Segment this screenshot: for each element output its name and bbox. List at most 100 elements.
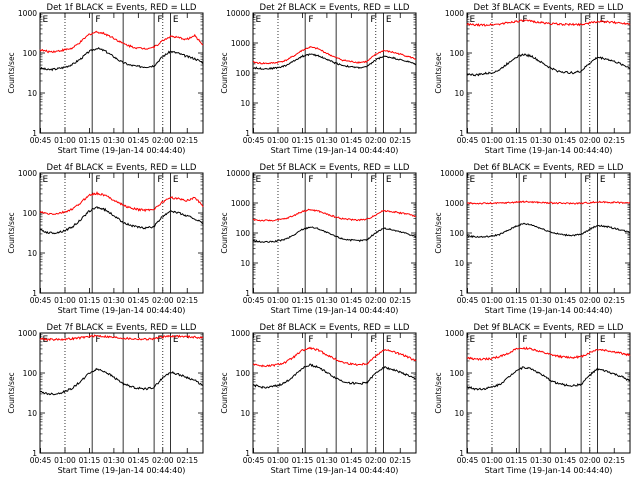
y-tick-label: 100 (23, 209, 38, 218)
x-tick-label: 01:45 (555, 296, 577, 305)
panel-title: Det 8f BLACK = Events, RED = LLD (260, 323, 410, 333)
y-tick-label: 100 (450, 369, 465, 378)
region-marker-f: F (584, 175, 589, 185)
y-tick-label: 1000 (18, 329, 37, 338)
y-tick-label: 1 (245, 129, 250, 138)
x-tick-label: 02:00 (365, 136, 387, 145)
y-tick-label: 100 (236, 229, 251, 238)
y-tick-label: 1 (32, 449, 37, 458)
y-tick-label: 10 (240, 409, 250, 418)
x-axis-label: Start Time (19-Jan-14 00:44:40) (271, 306, 399, 315)
x-tick-label: 02:15 (389, 456, 411, 465)
x-tick-label: 01:00 (481, 296, 503, 305)
x-axis-label: Start Time (19-Jan-14 00:44:40) (58, 466, 186, 475)
region-marker-e: E (386, 175, 392, 185)
x-tick-label: 00:45 (30, 136, 52, 145)
region-marker-f: F (584, 335, 589, 345)
x-tick-label: 01:30 (530, 456, 552, 465)
x-tick-label: 02:15 (603, 456, 625, 465)
series-events-line (252, 53, 417, 70)
series-lld-line (466, 200, 631, 205)
x-tick-label: 01:30 (103, 456, 125, 465)
region-marker-f: F (95, 335, 100, 345)
x-tick-label: 01:15 (79, 296, 101, 305)
x-tick-label: 00:45 (457, 136, 479, 145)
panel-det-2: Det 2f BLACK = Events, RED = LLD E F F E 1 10 1… (220, 3, 417, 155)
series-lld-line (466, 346, 631, 361)
x-tick-label: 01:30 (316, 456, 338, 465)
x-tick-label: 02:15 (176, 136, 198, 145)
y-tick-label: 1000 (445, 329, 464, 338)
panel-title: Det 6f BLACK = Events, RED = LLD (474, 163, 624, 173)
region-marker-f: F (370, 15, 375, 25)
panel-det-5: Det 5f BLACK = Events, RED = LLD E F F E 1 10 1… (220, 163, 417, 315)
x-tick-label: 01:30 (103, 296, 125, 305)
region-marker-f: F (308, 175, 313, 185)
x-axis-label: Start Time (19-Jan-14 00:44:40) (485, 306, 613, 315)
x-tick-label: 01:00 (54, 296, 76, 305)
x-tick-label: 02:15 (176, 456, 198, 465)
region-marker-e: E (600, 15, 606, 25)
y-tick-label: 1000 (231, 39, 250, 48)
y-tick-label: 100 (236, 69, 251, 78)
region-marker-f: F (370, 175, 375, 185)
region-marker-f: F (370, 335, 375, 345)
x-axis-label: Start Time (19-Jan-14 00:44:40) (271, 466, 399, 475)
region-marker-e: E (386, 335, 392, 345)
x-tick-label: 01:45 (128, 296, 150, 305)
x-tick-label: 01:15 (292, 296, 314, 305)
series-events-line (39, 206, 204, 235)
series-events-line (252, 226, 417, 243)
plot-frame (39, 172, 204, 294)
x-tick-label: 01:00 (481, 136, 503, 145)
plot-frame (252, 172, 417, 294)
y-tick-label: 10000 (226, 9, 250, 18)
x-axis-label: Start Time (19-Jan-14 00:44:40) (58, 306, 186, 315)
region-marker-f: F (157, 335, 162, 345)
panel-title: Det 1f BLACK = Events, RED = LLD (47, 3, 197, 13)
x-tick-label: 01:45 (128, 136, 150, 145)
region-marker-f: F (584, 15, 589, 25)
y-axis-label: Counts/sec (220, 52, 229, 93)
panel-title: Det 2f BLACK = Events, RED = LLD (260, 3, 410, 13)
region-marker-e: E (255, 335, 261, 345)
y-tick-label: 1 (245, 289, 250, 298)
x-tick-label: 01:45 (341, 456, 363, 465)
y-tick-label: 100 (236, 369, 251, 378)
plot-frame (466, 172, 631, 294)
region-marker-e: E (42, 15, 48, 25)
panel-det-4: Det 4f BLACK = Events, RED = LLD E F F E 1 10 1… (7, 163, 204, 315)
region-marker-e: E (386, 15, 392, 25)
panel-det-9: Det 9f BLACK = Events, RED = LLD E F F E 1 10 1… (434, 323, 631, 475)
series-events-line (252, 363, 417, 389)
y-axis-label: Counts/sec (220, 372, 229, 413)
plot-frame (39, 332, 204, 454)
series-lld-line (252, 208, 417, 222)
x-tick-label: 02:00 (365, 296, 387, 305)
series-lld-line (39, 191, 204, 216)
x-tick-label: 00:45 (243, 456, 265, 465)
y-axis-label: Counts/sec (434, 52, 443, 93)
y-axis-label: Counts/sec (7, 212, 16, 253)
x-tick-label: 01:45 (128, 456, 150, 465)
y-axis-label: Counts/sec (7, 52, 16, 93)
y-tick-label: 10000 (440, 169, 464, 178)
plot-frame (252, 12, 417, 134)
x-tick-label: 00:45 (30, 456, 52, 465)
x-tick-label: 01:00 (54, 456, 76, 465)
region-marker-e: E (173, 15, 179, 25)
region-marker-f: F (522, 175, 527, 185)
y-tick-label: 1 (459, 289, 464, 298)
region-marker-f: F (157, 15, 162, 25)
x-tick-label: 01:45 (341, 296, 363, 305)
region-marker-e: E (600, 335, 606, 345)
plot-frame (252, 332, 417, 454)
x-tick-label: 01:15 (292, 136, 314, 145)
x-tick-label: 01:30 (530, 136, 552, 145)
plot-frame (466, 332, 631, 454)
x-tick-label: 00:45 (457, 296, 479, 305)
x-tick-label: 01:45 (341, 136, 363, 145)
